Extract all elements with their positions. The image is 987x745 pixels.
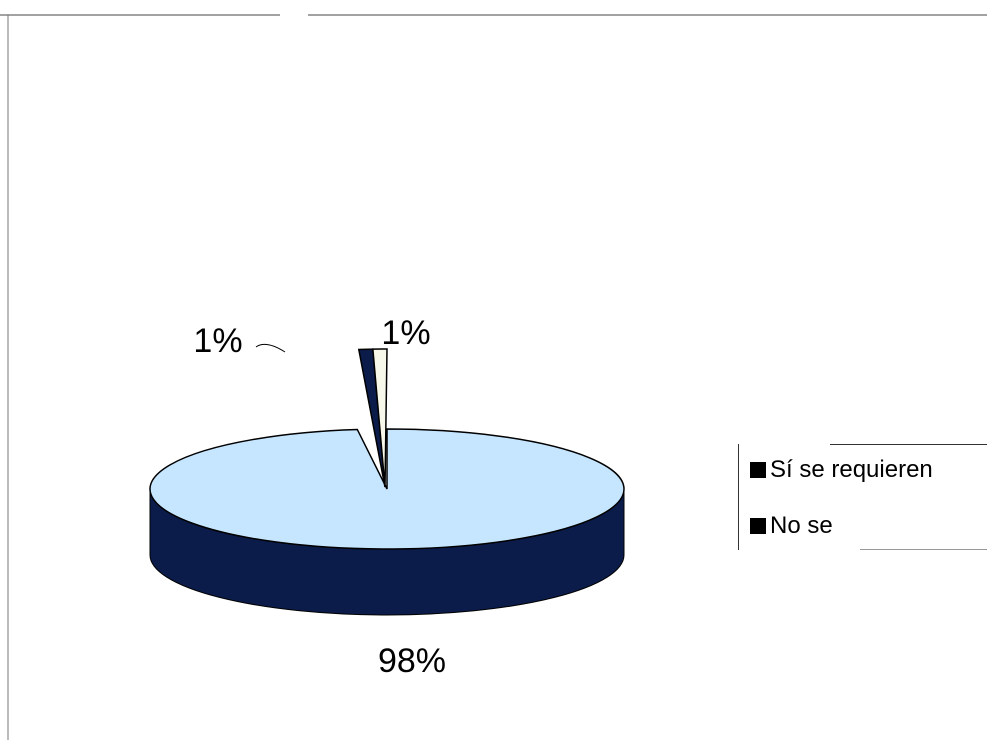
legend-item-si: Sí se requieren	[750, 456, 933, 484]
data-label-1-right: 1%	[381, 314, 430, 352]
pie-group	[149, 348, 625, 616]
data-label-1-left: 1%	[193, 322, 242, 360]
legend-item-no: No se	[750, 512, 833, 540]
legend-swatch-no	[750, 518, 766, 534]
legend-border	[738, 444, 987, 550]
legend-swatch-si	[750, 462, 766, 478]
leader-line	[255, 343, 286, 353]
legend-label-no: No se	[770, 512, 833, 539]
pie-slice-small-2	[372, 348, 388, 488]
legend: Sí se requieren No se	[738, 444, 987, 550]
data-label-98: 98%	[378, 642, 446, 680]
pie-slice-si	[149, 428, 625, 550]
legend-label-si: Sí se requieren	[770, 456, 933, 483]
